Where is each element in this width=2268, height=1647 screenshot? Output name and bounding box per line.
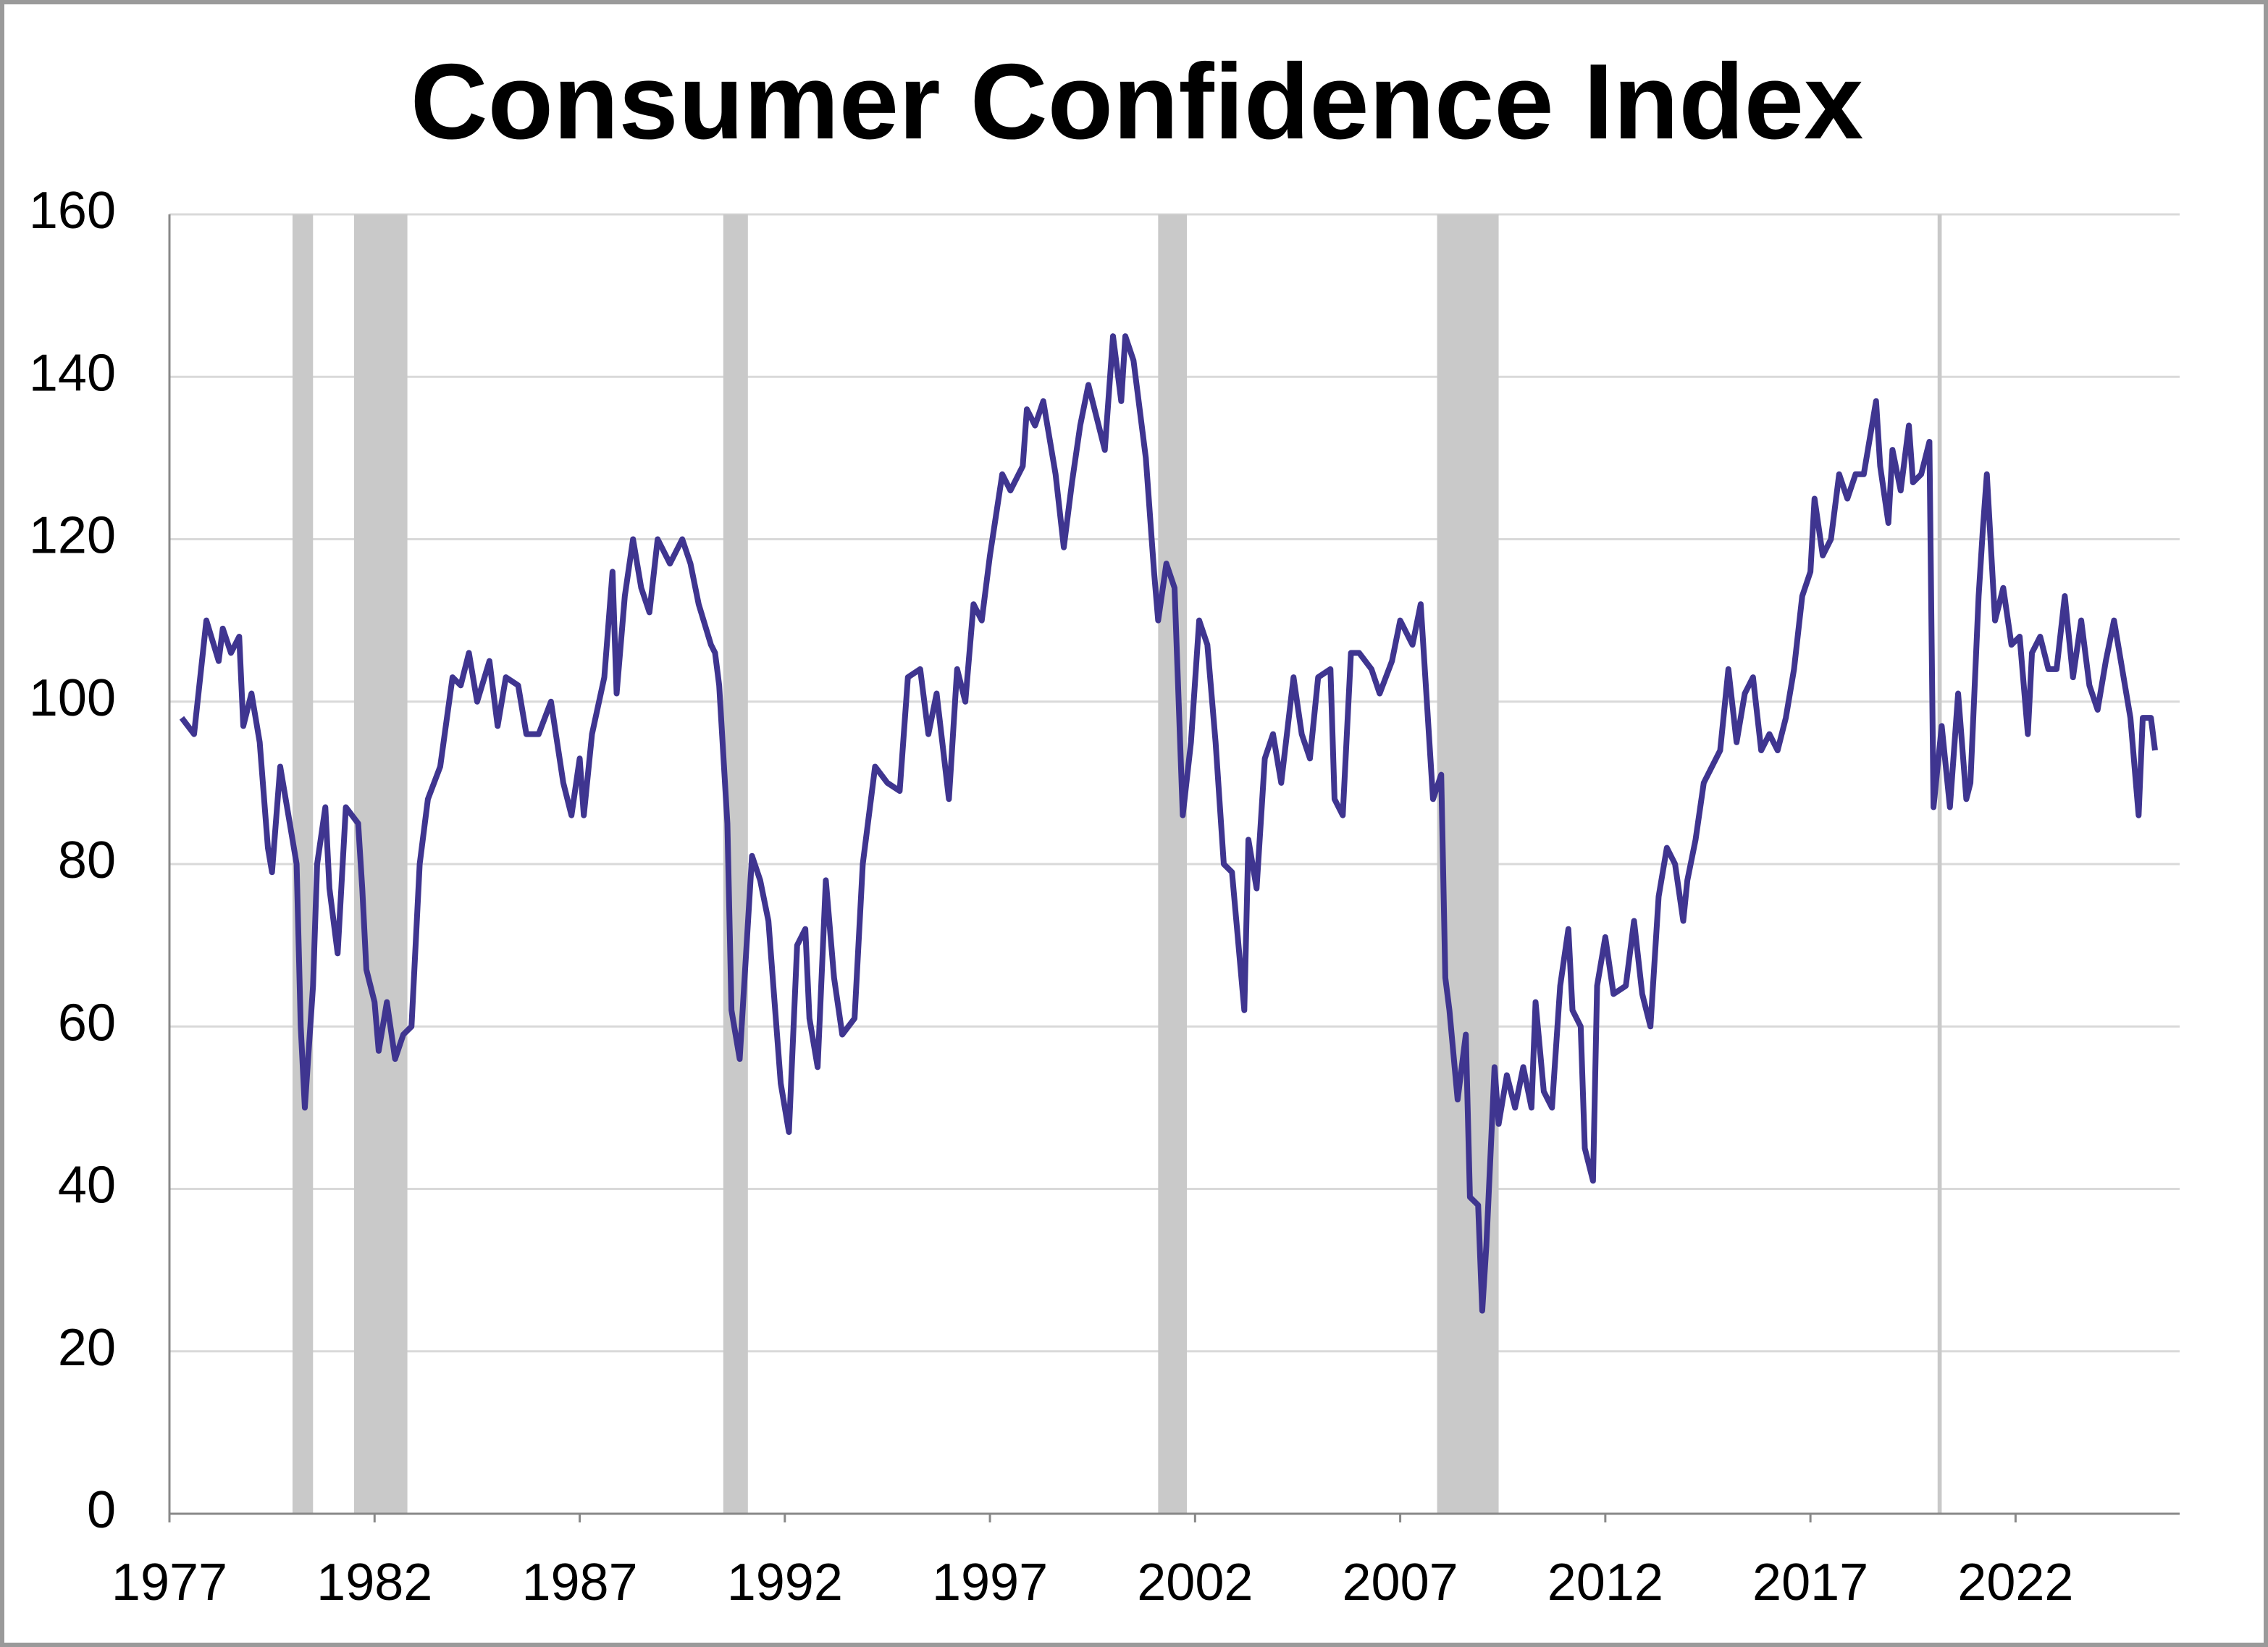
- x-tick-label: 1977: [112, 1554, 227, 1612]
- x-tick-label: 1987: [521, 1554, 637, 1612]
- x-tick-label: 2012: [1547, 1554, 1663, 1612]
- recession-band: [1437, 214, 1499, 1514]
- y-tick-label: 140: [29, 344, 116, 402]
- y-tick-label: 160: [29, 182, 116, 240]
- recession-band: [1937, 214, 1942, 1514]
- y-tick-label: 120: [29, 507, 116, 565]
- x-tick-label: 1992: [727, 1554, 843, 1612]
- y-tick-label: 20: [58, 1319, 116, 1377]
- chart-title: Consumer Confidence Index: [411, 42, 1864, 162]
- recession-band: [1158, 214, 1187, 1514]
- x-tick-label: 1997: [932, 1554, 1048, 1612]
- x-tick-label: 1982: [316, 1554, 432, 1612]
- y-tick-label: 100: [29, 669, 116, 727]
- y-tick-label: 80: [58, 831, 116, 889]
- x-tick-label: 2007: [1343, 1554, 1458, 1612]
- x-tick-label: 2017: [1752, 1554, 1868, 1612]
- y-tick-label: 40: [58, 1157, 116, 1215]
- y-tick-label: 0: [87, 1481, 116, 1539]
- y-tick-label: 60: [58, 994, 116, 1052]
- x-tick-label: 2002: [1137, 1554, 1253, 1612]
- x-tick-label: 2022: [1957, 1554, 2073, 1612]
- data-line: [179, 333, 2158, 1314]
